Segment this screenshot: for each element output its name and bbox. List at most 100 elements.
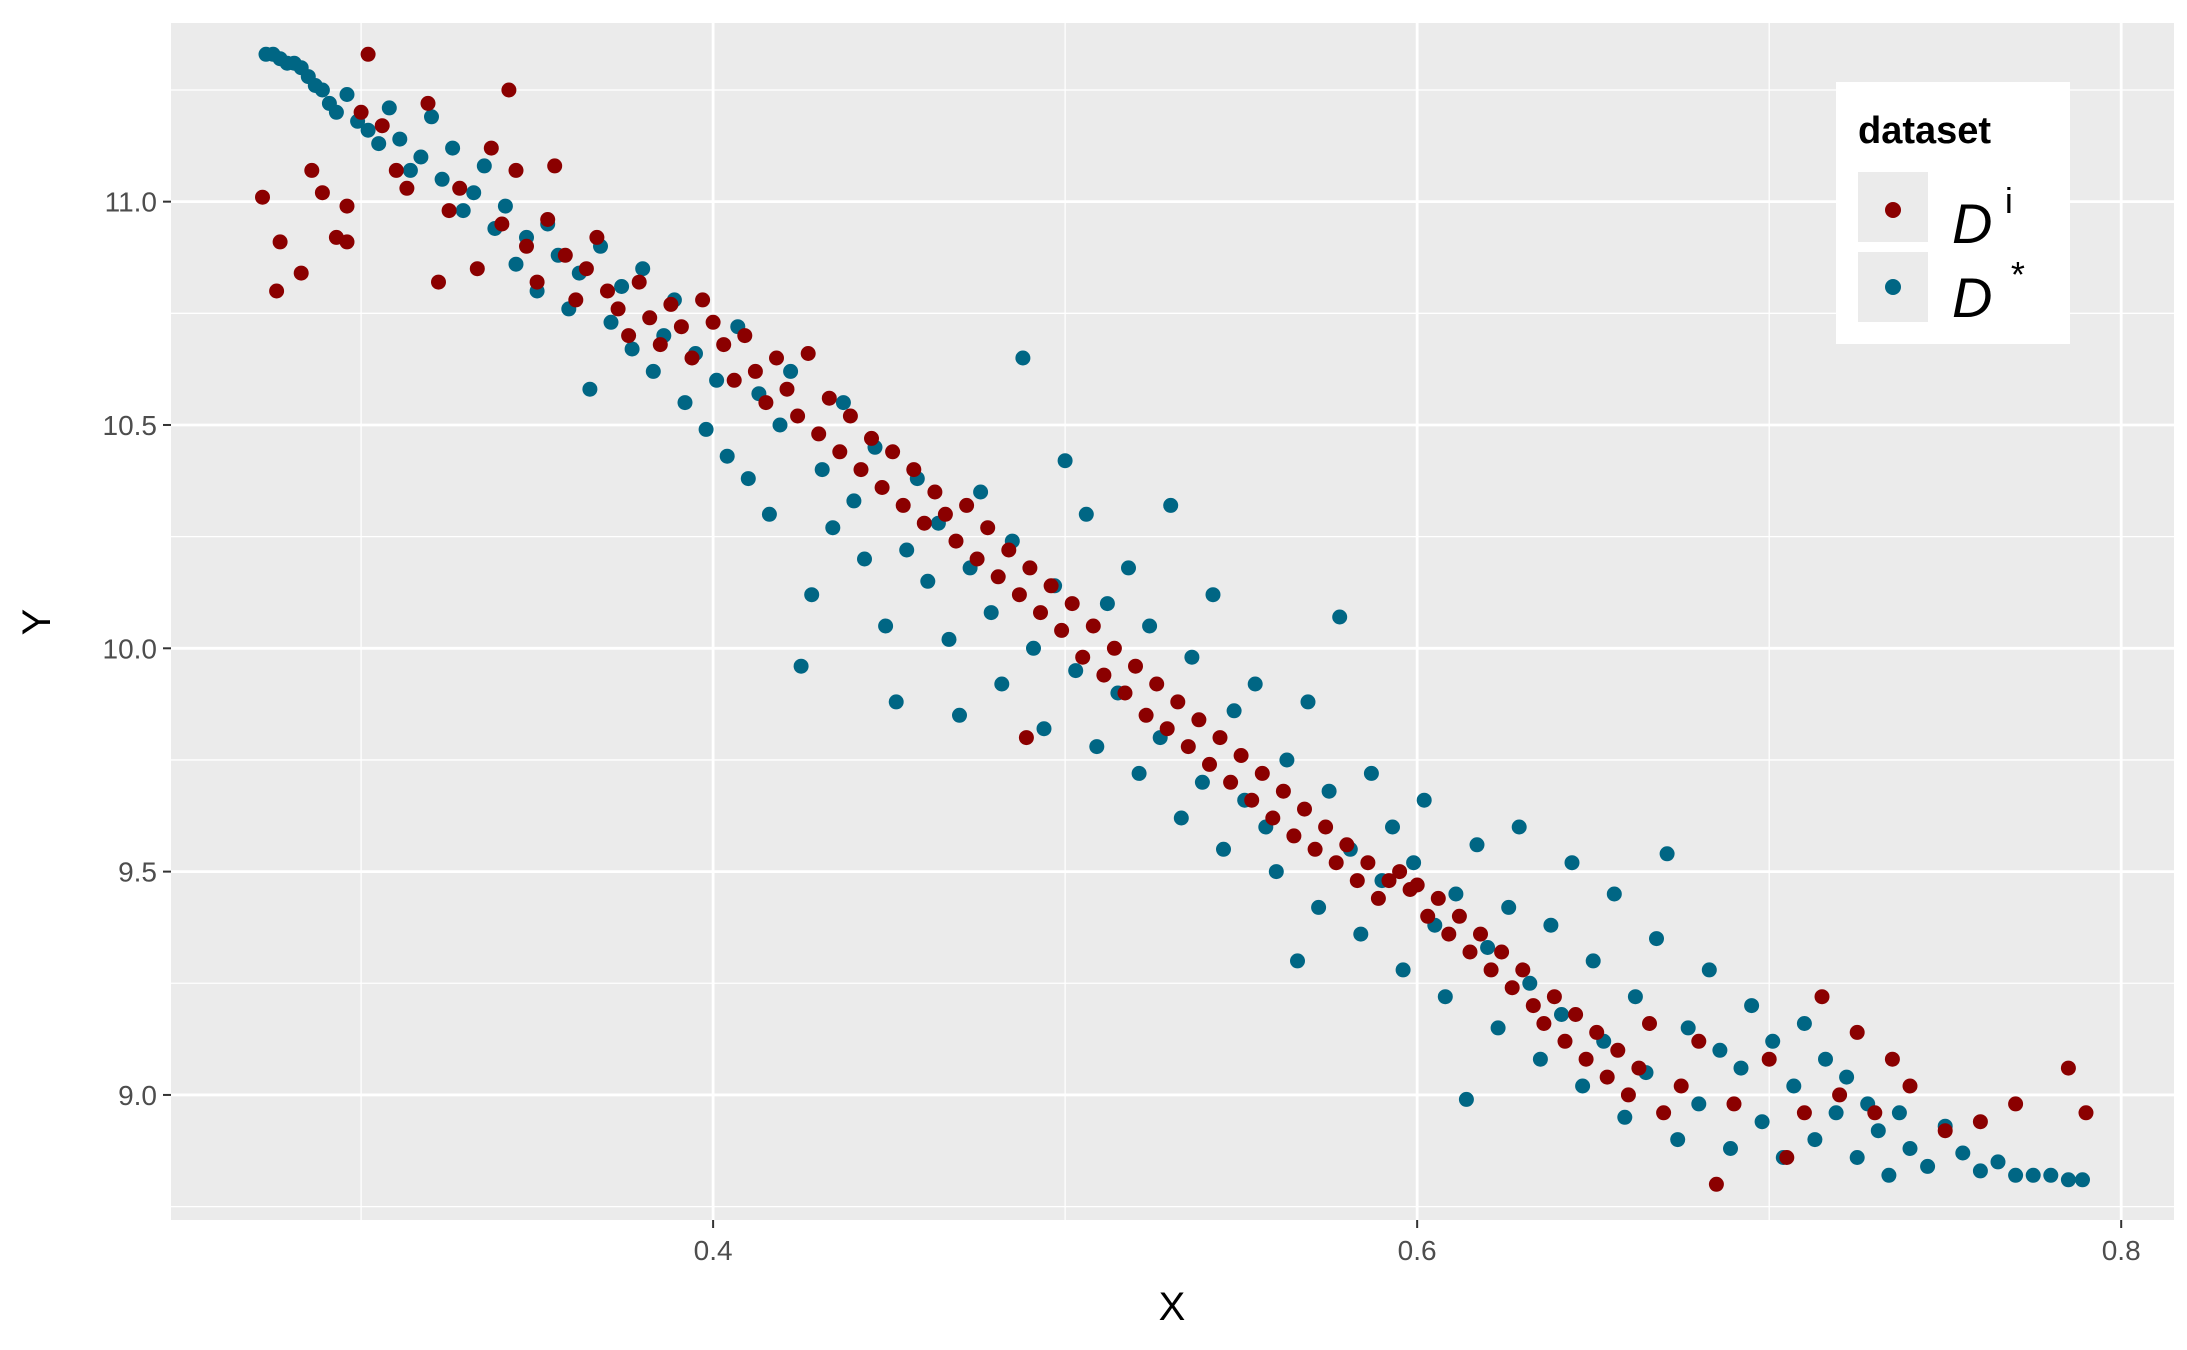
data-point (557, 247, 573, 263)
data-point (1680, 1020, 1696, 1036)
data-point (1649, 931, 1664, 947)
data-point (1078, 506, 1094, 522)
data-point (1099, 596, 1115, 612)
data-point (698, 421, 714, 437)
data-point (1546, 989, 1562, 1005)
data-point (1138, 707, 1154, 723)
data-point (1754, 1114, 1770, 1130)
y-tick-labels: 9.0 9.5 10.0 10.5 11.0 (103, 187, 158, 1111)
data-point (684, 350, 700, 366)
data-point (1568, 1007, 1584, 1022)
data-point (1807, 1132, 1823, 1148)
data-point (677, 395, 693, 411)
data-point (1268, 864, 1284, 880)
data-point (1121, 560, 1136, 576)
data-point (1990, 1154, 2006, 1170)
data-point (769, 350, 784, 366)
data-point (1290, 953, 1305, 969)
data-point (1786, 1078, 1802, 1094)
data-point (413, 149, 429, 165)
axis-ticks (163, 200, 2123, 1228)
data-point (1796, 1016, 1812, 1031)
data-point (269, 283, 285, 299)
data-point (314, 82, 330, 98)
data-point (1106, 640, 1122, 656)
data-point (483, 140, 499, 156)
data-point (1870, 1123, 1886, 1139)
legend-label-dstar: D * (1952, 254, 2025, 329)
data-point (1117, 685, 1133, 701)
data-point (2008, 1167, 2024, 1183)
data-point (1085, 618, 1101, 634)
data-point (529, 274, 545, 290)
data-point (1670, 1132, 1686, 1148)
data-point (1275, 783, 1291, 799)
data-point (497, 198, 513, 214)
data-point (1712, 1042, 1728, 1058)
data-point (1849, 1024, 1865, 1040)
data-point (547, 158, 563, 174)
data-point (1406, 855, 1422, 871)
data-point (1515, 962, 1531, 978)
data-point (1233, 748, 1249, 763)
data-point (709, 372, 725, 388)
legend: dataset D i D * (1836, 82, 2070, 344)
data-point (2060, 1172, 2076, 1188)
data-point (1627, 989, 1643, 1005)
data-point (1205, 587, 1221, 603)
data-point (1349, 873, 1365, 889)
data-point (339, 234, 355, 250)
data-point (842, 408, 858, 424)
data-point (895, 497, 911, 513)
data-point (899, 542, 915, 558)
data-point (455, 203, 471, 219)
data-point (1142, 618, 1158, 634)
data-point (1494, 944, 1510, 960)
data-point (610, 301, 626, 317)
data-point (1920, 1158, 1936, 1174)
data-point (469, 261, 485, 277)
x-tick-label: 0.6 (1398, 1235, 1437, 1266)
data-point (2060, 1060, 2076, 1076)
data-point (1318, 819, 1334, 835)
data-point (2075, 1172, 2090, 1188)
data-point (878, 618, 894, 634)
data-point (1480, 940, 1496, 955)
data-point (1501, 899, 1517, 915)
data-point (758, 395, 774, 411)
data-point (821, 390, 837, 406)
data-point (508, 162, 524, 178)
data-point (2025, 1167, 2041, 1183)
data-point (857, 551, 872, 567)
data-point (2078, 1105, 2094, 1121)
data-point (846, 493, 862, 509)
data-point (705, 314, 721, 330)
data-point (716, 337, 732, 353)
data-point (663, 296, 679, 312)
data-point (1504, 980, 1520, 996)
data-point (761, 506, 777, 522)
data-point (2008, 1096, 2024, 1112)
data-point (1469, 837, 1485, 853)
data-point (747, 363, 763, 379)
data-point (494, 216, 510, 232)
data-point (508, 256, 524, 272)
data-point (2043, 1167, 2059, 1183)
data-point (906, 462, 922, 478)
data-point (1437, 989, 1453, 1005)
data-point (1554, 1007, 1569, 1022)
data-point (1839, 1069, 1855, 1085)
data-point (1332, 609, 1348, 625)
data-point (1395, 962, 1411, 978)
grid-major (171, 23, 2174, 1220)
data-point (1068, 663, 1084, 679)
data-point (589, 229, 605, 245)
data-point (1891, 1105, 1907, 1121)
data-point (1483, 962, 1499, 978)
data-point (1363, 765, 1379, 781)
data-point (835, 395, 851, 411)
data-point (1096, 667, 1112, 683)
data-point (952, 707, 967, 723)
data-point (1128, 658, 1143, 674)
data-point (1184, 649, 1200, 665)
